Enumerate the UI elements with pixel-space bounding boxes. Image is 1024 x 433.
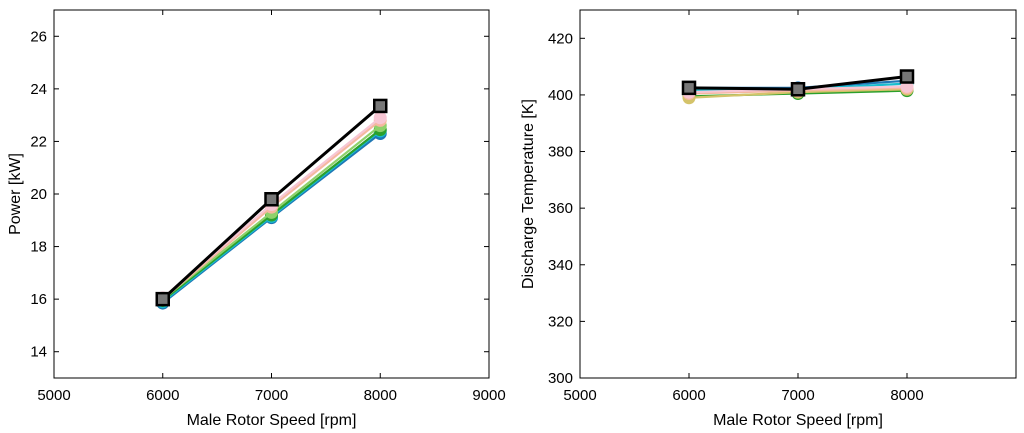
temperature-y-tick-label: 360 [548,200,573,217]
temperature-x-axis-label: Male Rotor Speed [rpm] [713,412,883,429]
temperature-x-tick-label: 6000 [672,387,705,404]
power-x-tick-label: 8000 [364,387,397,404]
power-chart: 5000 6000 7000 8000 9000 14 16 18 20 22 24 26 Male R… [7,9,506,429]
power-y-tick-label: 16 [30,291,47,308]
temperature-series-6-point [790,82,806,97]
temperature-y-tick-label: 320 [548,313,573,330]
power-y-tick-label: 22 [30,133,47,150]
power-x-tick-label: 9000 [472,387,505,404]
temperature-y-tick-label: 400 [548,87,573,104]
temperature-chart: 5000 6000 7000 8000 300 320 340 360 380 400 420 Mal… [520,9,1017,429]
temperature-plot-frame [579,9,1017,379]
temperature-y-tick-label: 300 [548,370,573,387]
power-y-tick-label: 14 [30,344,47,361]
power-series-5-point [373,111,387,125]
power-x-tick-label: 6000 [146,387,179,404]
power-y-tick-label: 26 [30,28,47,45]
temperature-series-6-point [899,69,915,84]
temperature-y-tick-label: 340 [548,257,573,274]
power-x-axis-label: Male Rotor Speed [rpm] [187,412,357,429]
power-y-tick-label: 18 [30,239,47,256]
temperature-y-tick-label: 380 [548,144,573,161]
temperature-x-tick-label: 8000 [890,387,923,404]
temperature-y-tick-label: 420 [548,30,573,47]
temperature-x-tick-label: 5000 [563,387,596,404]
power-series-6-point [155,291,170,307]
power-series-6-point [264,192,279,207]
power-y-tick-label: 20 [30,186,47,203]
temperature-x-tick-label: 7000 [781,387,814,404]
power-y-axis-label: Power [kW] [7,153,24,235]
temperature-series-6-point [681,80,697,96]
power-y-tick-label: 24 [30,81,47,98]
power-x-tick-label: 7000 [255,387,288,404]
temperature-y-axis-label: Discharge Temperature [K] [520,99,537,289]
power-x-tick-label: 5000 [37,387,70,404]
power-series-6-point [373,98,388,114]
